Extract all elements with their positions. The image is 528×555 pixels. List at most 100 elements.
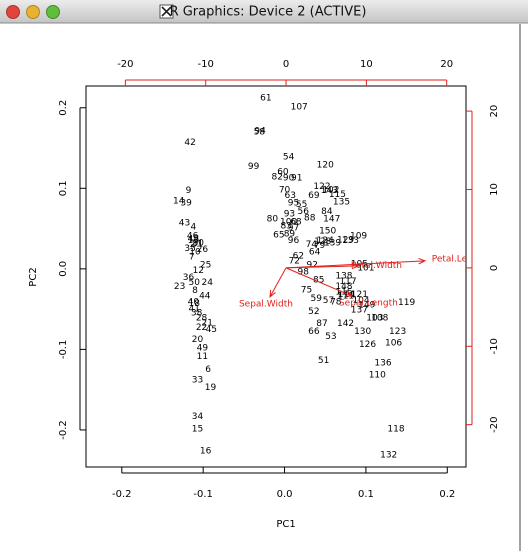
close-button[interactable] bbox=[6, 5, 20, 19]
point-label: 7 bbox=[189, 252, 195, 262]
point-label: 4 bbox=[191, 222, 197, 232]
point-label: 87 bbox=[316, 319, 327, 329]
zoom-button[interactable] bbox=[46, 5, 60, 19]
y2-tick-label: 10 bbox=[489, 183, 500, 196]
point-label: 126 bbox=[359, 340, 376, 350]
point-label: 143 bbox=[321, 186, 338, 196]
point-label: 139 bbox=[324, 239, 341, 249]
point-label: 83 bbox=[280, 222, 291, 232]
point-label: 75 bbox=[301, 285, 312, 295]
point-label: 92 bbox=[306, 260, 317, 270]
point-label: 14 bbox=[173, 197, 185, 207]
x11-icon bbox=[159, 4, 174, 19]
point-label: 98 bbox=[298, 268, 310, 278]
point-label: 38 bbox=[191, 309, 203, 319]
point-label: 84 bbox=[321, 207, 333, 217]
point-label: 89 bbox=[284, 230, 296, 240]
point-label: 60 bbox=[277, 168, 289, 178]
point-label: 147 bbox=[323, 214, 340, 224]
point-label: 62 bbox=[293, 251, 304, 261]
point-label: 23 bbox=[174, 282, 185, 292]
point-label: 19 bbox=[205, 383, 217, 393]
point-label: 109 bbox=[350, 231, 367, 241]
point-label: 56 bbox=[298, 207, 310, 217]
point-label: 57 bbox=[323, 296, 334, 306]
point-label: 88 bbox=[304, 214, 316, 224]
point-label: 74 bbox=[306, 240, 318, 250]
point-label: 120 bbox=[317, 160, 334, 170]
point-label: 122 bbox=[313, 182, 330, 192]
point-label: 36 bbox=[183, 273, 195, 283]
point-label: 103 bbox=[366, 313, 383, 323]
point-label: 70 bbox=[279, 185, 291, 195]
point-label: 11 bbox=[197, 352, 208, 362]
window-title: R Graphics: Device 2 (ACTIVE) bbox=[170, 5, 367, 20]
point-label: 40 bbox=[188, 297, 200, 307]
point-label: 90 bbox=[283, 173, 295, 183]
point-label: 150 bbox=[319, 226, 336, 236]
point-label: 12 bbox=[193, 266, 204, 276]
point-label: 41 bbox=[188, 305, 199, 315]
point-label: 95 bbox=[288, 198, 299, 208]
x2-tick-label: 0 bbox=[283, 59, 289, 70]
point-label: 133 bbox=[342, 236, 359, 246]
point-label: 30 bbox=[193, 239, 205, 249]
point-label: 33 bbox=[192, 376, 203, 386]
point-label: 129 bbox=[337, 235, 354, 245]
point-label: 107 bbox=[291, 102, 308, 112]
point-label: 128 bbox=[314, 237, 331, 247]
title-bar bbox=[0, 0, 528, 23]
loading-arrow bbox=[285, 267, 354, 297]
point-label: 20 bbox=[192, 335, 204, 345]
point-label: 118 bbox=[387, 425, 404, 435]
point-label: 6 bbox=[205, 365, 211, 375]
point-label: 68 bbox=[290, 218, 302, 228]
loading-label: Petal.Width bbox=[351, 261, 402, 271]
point-label: 28 bbox=[196, 313, 208, 323]
point-label: 137 bbox=[351, 305, 368, 315]
point-label: 94 bbox=[254, 127, 266, 137]
point-label: 10 bbox=[189, 247, 201, 257]
loading-arrow bbox=[269, 267, 287, 299]
y-tick-label: 0.0 bbox=[58, 261, 69, 277]
point-label: 61 bbox=[260, 94, 271, 104]
point-label: 69 bbox=[308, 191, 320, 201]
point-label: 148 bbox=[335, 282, 352, 292]
point-label: 15 bbox=[192, 425, 203, 435]
point-label: 35 bbox=[184, 244, 195, 254]
y-tick-label: 0.1 bbox=[58, 180, 69, 196]
minimize-button[interactable] bbox=[26, 5, 40, 19]
y-tick-label: -0.2 bbox=[58, 420, 69, 440]
point-label: 65 bbox=[273, 231, 284, 241]
point-label: 119 bbox=[398, 298, 415, 308]
point-label: 44 bbox=[199, 292, 211, 302]
y2-tick-label: 0 bbox=[489, 265, 500, 271]
point-label: 25 bbox=[200, 260, 211, 270]
x2-tick-label: -20 bbox=[117, 59, 133, 70]
point-label: 59 bbox=[311, 294, 323, 304]
point-label: 43 bbox=[179, 218, 190, 228]
x-tick-label: 0.0 bbox=[277, 489, 293, 500]
point-label: 93 bbox=[284, 210, 295, 220]
plot-box bbox=[85, 85, 467, 468]
x-tick-label: 0.2 bbox=[439, 489, 455, 500]
x-axis-label: PC1 bbox=[276, 519, 295, 530]
point-label: 54 bbox=[283, 152, 295, 162]
x2-tick-label: 20 bbox=[440, 59, 453, 70]
point-label: 96 bbox=[288, 236, 300, 246]
point-label: 99 bbox=[248, 162, 260, 172]
point-label: 108 bbox=[371, 313, 388, 323]
point-label: 22 bbox=[196, 323, 207, 333]
point-label: 72 bbox=[289, 256, 300, 266]
point-label: 52 bbox=[308, 307, 319, 317]
point-label: 13 bbox=[188, 236, 199, 246]
x2-tick-label: -10 bbox=[198, 59, 214, 70]
point-label: 42 bbox=[184, 138, 195, 148]
point-label: 142 bbox=[337, 319, 354, 329]
point-label: 115 bbox=[329, 190, 346, 200]
point-label: 26 bbox=[197, 245, 209, 255]
loading-label: Petal.Length bbox=[432, 255, 488, 265]
point-label: 149 bbox=[358, 301, 375, 311]
